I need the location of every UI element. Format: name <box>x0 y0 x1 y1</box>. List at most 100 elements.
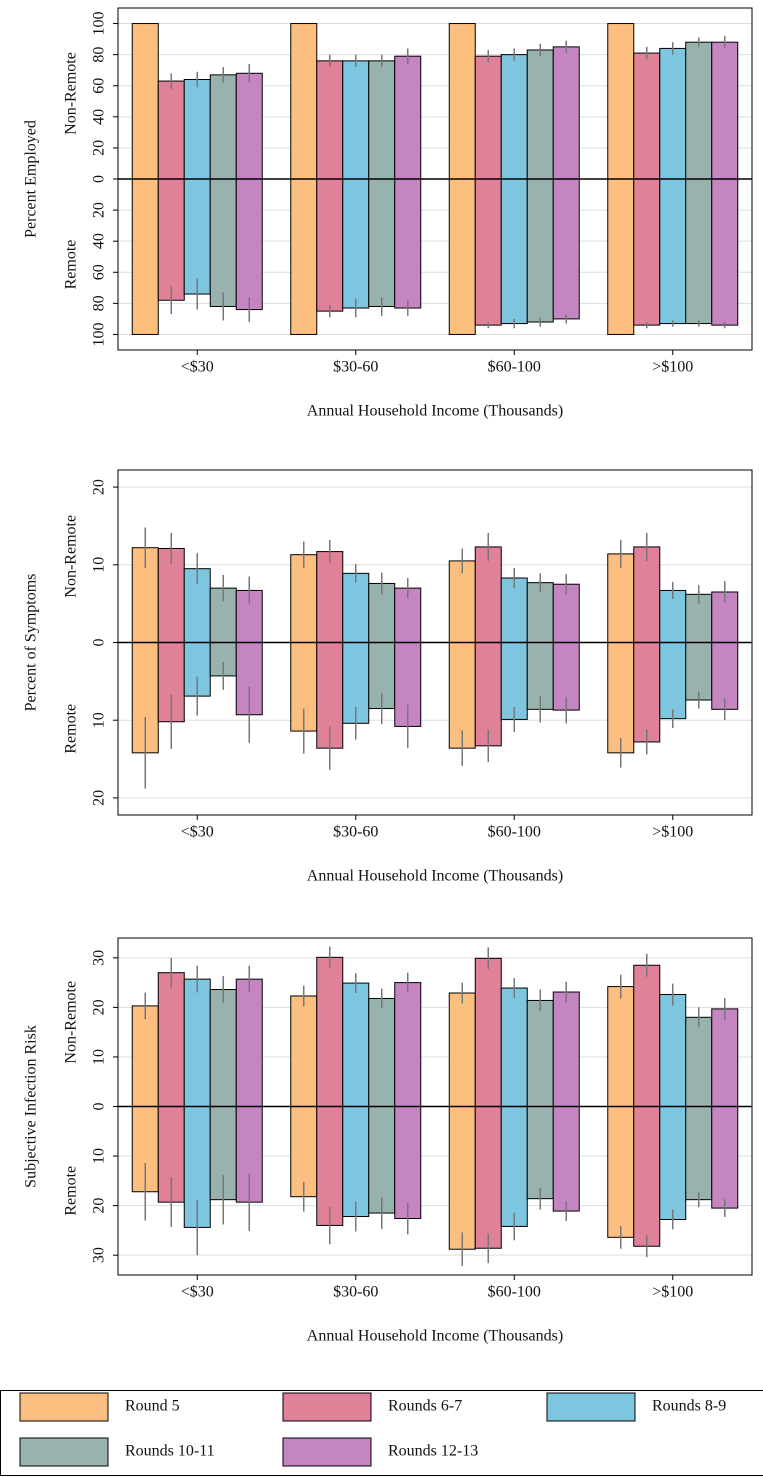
bar <box>633 964 661 1107</box>
x-axis-label: Annual Household Income (Thousands) <box>307 403 563 420</box>
y-tick-label: 10 <box>91 1148 108 1164</box>
y-tick-label: 100 <box>91 322 108 346</box>
bar <box>711 41 739 180</box>
bar <box>685 1016 713 1108</box>
bar <box>342 60 370 180</box>
y-tick-label: 10 <box>91 557 108 573</box>
y-axis-label: Percent of Symptoms <box>23 574 40 712</box>
bar <box>526 999 554 1107</box>
bar <box>316 178 344 312</box>
bar <box>500 54 528 180</box>
y-tick-label: 20 <box>91 1198 108 1214</box>
bar <box>394 982 422 1108</box>
bar <box>659 47 687 180</box>
y-tick-label: 20 <box>91 479 108 495</box>
bar <box>552 178 580 320</box>
bar <box>235 178 263 311</box>
legend-swatch <box>282 1437 372 1467</box>
legend-label: Rounds 10-11 <box>125 1443 215 1460</box>
bar <box>368 178 396 307</box>
bar <box>342 982 370 1107</box>
bar <box>316 1106 344 1226</box>
legend-swatch <box>282 1392 372 1422</box>
bar <box>711 178 739 326</box>
y-tick-label: 40 <box>91 109 108 125</box>
bar <box>157 972 185 1107</box>
y-tick-label: 0 <box>91 639 108 647</box>
bar <box>711 1008 739 1108</box>
bar <box>500 987 528 1107</box>
legend-box <box>0 1390 763 1476</box>
bar <box>448 992 476 1108</box>
bar <box>131 1005 159 1107</box>
plot-frame <box>117 7 753 351</box>
bar <box>607 1106 635 1238</box>
bar <box>474 957 502 1107</box>
bar <box>500 178 528 325</box>
bar <box>633 546 661 643</box>
x-tick-label: $30-60 <box>333 359 378 376</box>
bar <box>607 642 635 754</box>
bar <box>607 986 635 1107</box>
bar <box>209 989 237 1108</box>
bar <box>290 554 318 643</box>
bar <box>685 178 713 325</box>
x-tick-label: <$30 <box>181 359 214 376</box>
upper-side-label: Non-Remote <box>63 981 80 1064</box>
x-tick-label: $60-100 <box>488 824 541 841</box>
y-tick-label: 10 <box>91 1049 108 1065</box>
bar <box>500 642 528 720</box>
y-tick-label: 40 <box>91 233 108 249</box>
bar <box>711 1106 739 1209</box>
x-axis-label: Annual Household Income (Thousands) <box>307 1328 563 1345</box>
upper-side-label: Non-Remote <box>63 515 80 598</box>
x-tick-label: $30-60 <box>333 1284 378 1301</box>
y-tick-label: 30 <box>91 1247 108 1263</box>
bar <box>552 46 580 180</box>
bar <box>474 1106 502 1249</box>
bar <box>552 991 580 1107</box>
bar <box>209 178 237 307</box>
y-tick-label: 0 <box>91 175 108 183</box>
bar <box>235 72 263 180</box>
bar <box>394 1106 422 1220</box>
bar <box>685 1106 713 1201</box>
x-tick-label: >$100 <box>652 359 693 376</box>
bar <box>633 1106 661 1247</box>
bar <box>342 1106 370 1218</box>
bar <box>290 178 318 335</box>
bar <box>157 178 185 301</box>
bar <box>685 41 713 180</box>
bar <box>368 997 396 1108</box>
plot-frame <box>117 469 753 816</box>
bar <box>659 642 687 720</box>
y-axis-label: Subjective Infection Risk <box>23 1025 40 1188</box>
bar <box>633 178 661 326</box>
bar <box>448 23 476 180</box>
bar <box>316 551 344 643</box>
y-tick-label: 20 <box>91 202 108 218</box>
legend-label: Rounds 8-9 <box>652 1398 726 1415</box>
bar <box>316 956 344 1107</box>
bar <box>526 178 554 323</box>
legend-label: Rounds 12-13 <box>388 1443 478 1460</box>
legend-swatch <box>546 1392 636 1422</box>
legend-swatch <box>19 1392 109 1422</box>
x-tick-label: >$100 <box>652 1284 693 1301</box>
bar <box>394 178 422 309</box>
bar <box>183 178 211 295</box>
y-axis-label: Percent Employed <box>23 120 40 238</box>
legend-label: Rounds 6-7 <box>388 1398 462 1415</box>
bar <box>342 178 370 309</box>
lower-side-label: Remote <box>63 240 80 290</box>
bar <box>131 23 159 180</box>
y-tick-label: 20 <box>91 790 108 806</box>
y-tick-label: 100 <box>91 12 108 36</box>
x-tick-label: >$100 <box>652 824 693 841</box>
bar <box>448 1106 476 1250</box>
bar <box>607 23 635 180</box>
lower-side-label: Remote <box>63 1166 80 1216</box>
bar <box>659 993 687 1108</box>
y-tick-label: 0 <box>91 1103 108 1111</box>
